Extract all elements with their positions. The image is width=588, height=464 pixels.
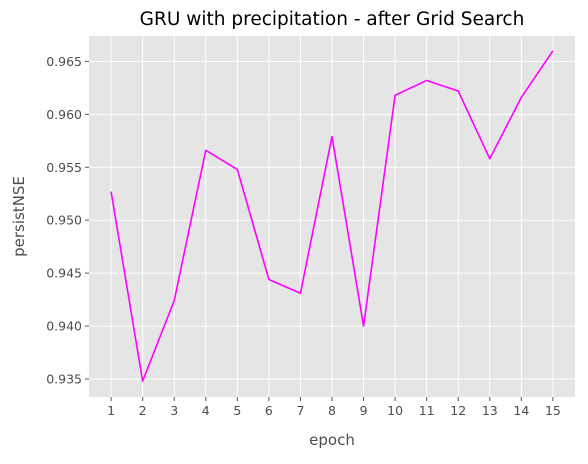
y-axis-label: persistNSE (10, 176, 28, 257)
x-tick-label: 12 (450, 403, 466, 418)
x-tick-label: 8 (328, 403, 336, 418)
y-tick-label: 0.940 (46, 319, 82, 334)
y-tick-label: 0.955 (46, 160, 82, 175)
grid-lines (89, 36, 575, 397)
y-tick-label: 0.960 (46, 107, 82, 122)
chart-title: GRU with precipitation - after Grid Sear… (140, 9, 525, 30)
y-tick-label: 0.945 (46, 266, 82, 281)
x-tick-label: 4 (202, 403, 210, 418)
x-tick-label: 1 (107, 403, 115, 418)
x-tick-label: 9 (360, 403, 368, 418)
x-tick-label: 6 (265, 403, 273, 418)
series-line (110, 50, 554, 382)
x-tick-label: 15 (545, 403, 561, 418)
x-tick-label: 3 (170, 403, 178, 418)
x-tick-label: 2 (139, 403, 147, 418)
x-tick-label: 13 (482, 403, 498, 418)
x-tick-label: 5 (233, 403, 241, 418)
series-layer (110, 50, 554, 382)
x-tick-label: 11 (419, 403, 435, 418)
x-tick-label: 7 (296, 403, 304, 418)
y-tick-label: 0.950 (46, 213, 82, 228)
axis-ticks: 1 2 3 4 5 6 7 8 9 10 11 12 13 14 150.9350.9400.9450.95… (46, 54, 561, 418)
x-axis-label: epoch (309, 431, 355, 449)
x-tick-label: 10 (387, 403, 403, 418)
x-tick-label: 14 (513, 403, 529, 418)
y-tick-label: 0.965 (46, 54, 82, 69)
y-tick-label: 0.935 (46, 372, 82, 387)
